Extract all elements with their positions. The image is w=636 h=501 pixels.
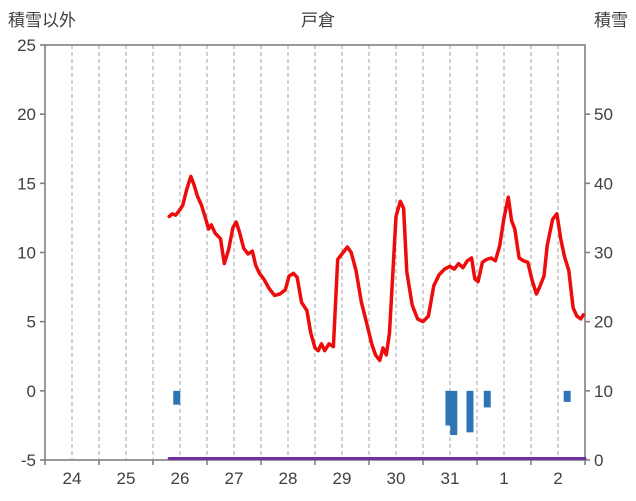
x-axis-tick-label: 26	[171, 469, 190, 488]
left-axis-tick-label: -5	[21, 451, 36, 470]
left-axis-tick-label: 0	[27, 382, 36, 401]
right-axis-tick-label: 30	[594, 244, 613, 263]
x-axis-tick-label: 27	[225, 469, 244, 488]
right-axis-tick-label: 40	[594, 174, 613, 193]
right-axis-tick-label: 50	[594, 105, 613, 124]
blue-bars-left-axis-bar	[173, 390, 181, 405]
right-axis-tick-label: 20	[594, 313, 613, 332]
right-axis-title: 積雪	[594, 11, 628, 30]
x-axis-tick-label: 1	[499, 469, 508, 488]
left-axis-tick-label: 20	[17, 105, 36, 124]
red-line-left-axis	[167, 174, 586, 363]
chart-title: 戸倉	[301, 11, 335, 30]
left-axis-title: 積雪以外	[8, 11, 76, 30]
left-axis-tick-label: 10	[17, 244, 36, 263]
x-axis-tick-label: 29	[333, 469, 352, 488]
x-axis-tick-label: 2	[553, 469, 562, 488]
x-axis-tick-label: 30	[387, 469, 406, 488]
left-axis-tick-label: 25	[17, 36, 36, 55]
blue-bars-left-axis-bar	[445, 390, 453, 426]
right-axis-tick-label: 10	[594, 382, 613, 401]
x-axis-tick-label: 28	[279, 469, 298, 488]
blue-bars-left-axis-bar	[466, 390, 474, 433]
blue-bars-left-axis-bar	[483, 390, 491, 408]
blue-bars-left-axis-bar	[563, 390, 571, 402]
left-axis-tick-label: 15	[17, 174, 36, 193]
right-axis-tick-label: 0	[594, 451, 603, 470]
blue-bars-left-axis-bar	[450, 390, 458, 436]
x-axis-tick-label: 24	[63, 469, 82, 488]
left-axis-tick-label: 5	[27, 313, 36, 332]
x-axis-tick-label: 31	[441, 469, 460, 488]
x-axis-tick-label: 25	[117, 469, 136, 488]
